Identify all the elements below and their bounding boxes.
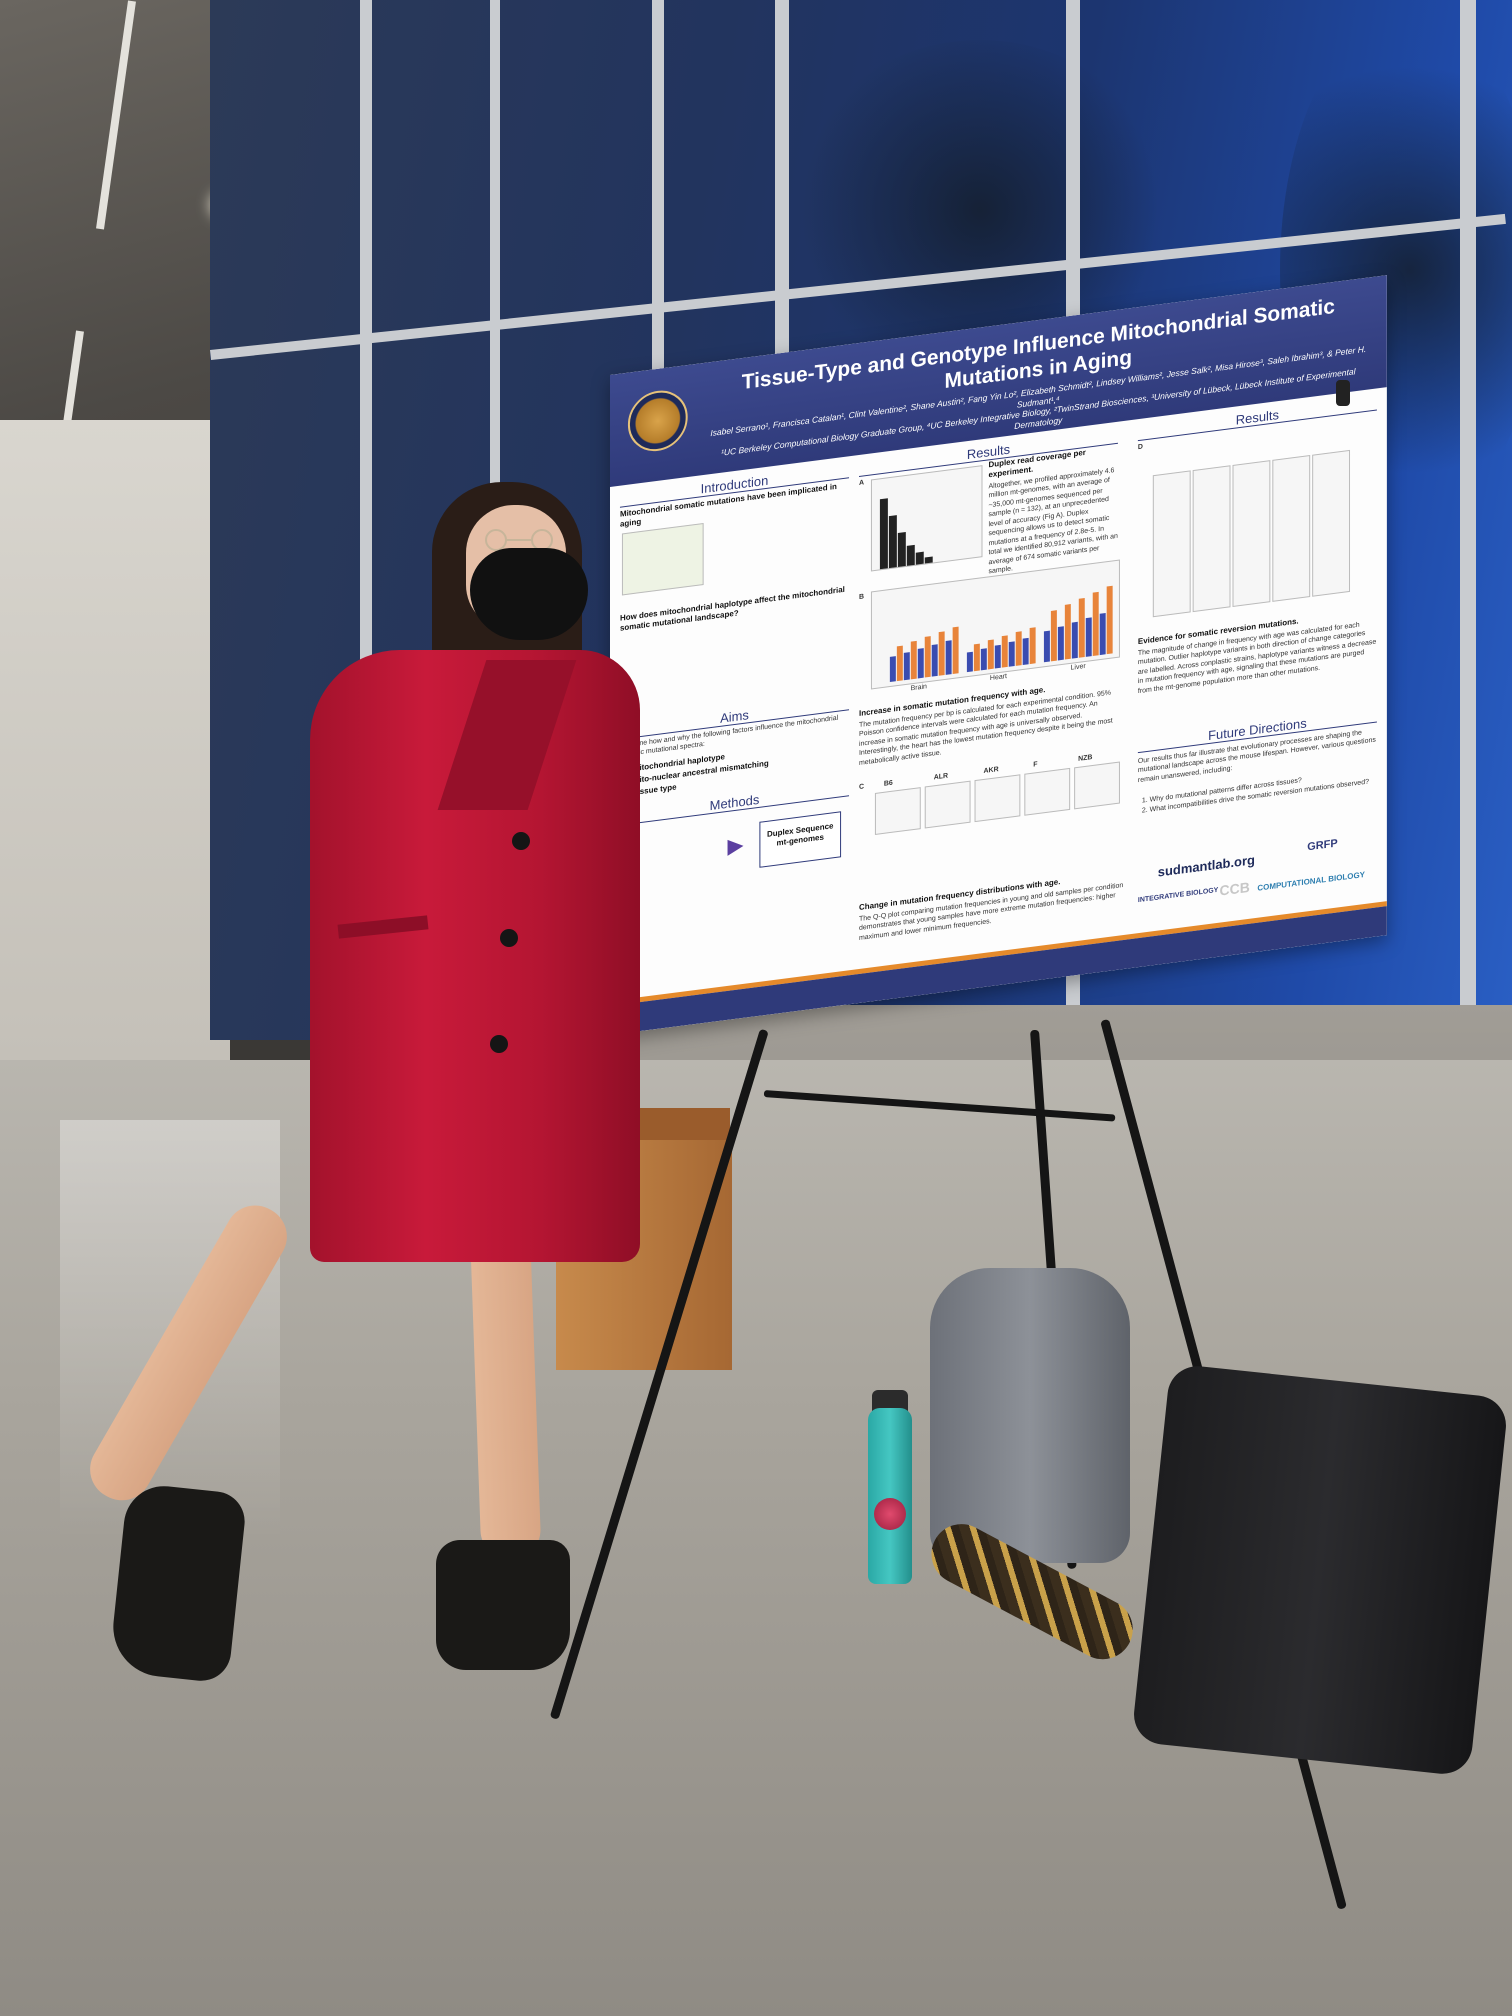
reversion-plot-f — [1272, 455, 1311, 602]
bar-liver-1-0 — [1050, 610, 1057, 662]
bar-brain-1-1 — [910, 640, 917, 680]
histogram-bar — [897, 531, 906, 568]
bar-brain-0-1 — [903, 652, 910, 681]
bar-brain-1-0 — [896, 645, 903, 682]
research-poster: Tissue-Type and Genotype Influence Mitoc… — [610, 275, 1387, 1035]
black-boot-right — [436, 1540, 570, 1670]
histogram-bar — [924, 556, 933, 564]
bar-heart-0-4 — [1022, 637, 1029, 665]
bottle-sticker — [874, 1498, 906, 1530]
methods-box: Duplex Sequence mt-genomes — [759, 811, 842, 868]
histogram-bar — [888, 515, 897, 569]
bar-heart-1-0 — [973, 643, 980, 672]
panel-label-c: C — [859, 783, 865, 791]
qq-plot-nzb — [1074, 761, 1120, 810]
grfp-logo: GRFP — [1307, 837, 1338, 854]
bar-brain-1-3 — [938, 631, 945, 676]
mitochondria-diagram — [621, 522, 704, 596]
bar-heart-1-2 — [1001, 635, 1008, 668]
window-mullion — [1460, 0, 1476, 1030]
bar-heart-1-3 — [1015, 631, 1022, 666]
university-seal-logo — [627, 387, 688, 455]
strain-label-nzb: NZB — [1078, 753, 1093, 763]
bar-heart-1-1 — [987, 639, 994, 670]
bar-liver-0-4 — [1099, 612, 1106, 656]
qq-plot-alr — [924, 780, 971, 829]
panel-label-d: D — [1137, 443, 1143, 452]
reversion-plot-nzb — [1312, 449, 1351, 597]
lab-website-url: sudmantlab.org — [1157, 852, 1255, 880]
methods-box-label: Duplex Sequence mt-genomes — [767, 821, 834, 848]
qq-plot-f — [1024, 767, 1071, 816]
bar-heart-0-0 — [966, 651, 973, 673]
bar-brain-0-4 — [945, 640, 952, 675]
coat-button — [500, 929, 518, 947]
strain-label-b6: B6 — [883, 779, 893, 788]
reversion-plot-akr — [1232, 460, 1271, 607]
reversion-plot-b6 — [1152, 470, 1191, 618]
bar-liver-1-3 — [1092, 591, 1099, 656]
histogram-bar — [906, 544, 915, 566]
computational-biology-logo: COMPUTATIONAL BIOLOGY — [1257, 869, 1365, 893]
bar-liver-1-4 — [1106, 585, 1113, 655]
haplotype-heading: How does mitochondrial haplotype affect … — [619, 584, 845, 634]
teal-water-bottle — [868, 1408, 912, 1584]
ccb-logo: CCB — [1219, 878, 1250, 899]
black-boot-left — [108, 1482, 248, 1684]
mutation-frequency-bar-chart — [870, 559, 1120, 690]
bar-heart-0-2 — [994, 644, 1001, 669]
panel-label-b: B — [859, 593, 865, 601]
strain-label-alr: ALR — [933, 772, 949, 782]
coverage-histogram — [870, 465, 983, 572]
bar-liver-1-2 — [1078, 597, 1085, 658]
bar-brain-1-2 — [924, 636, 931, 678]
histogram-bar — [879, 498, 888, 570]
bar-chart-svg — [889, 585, 1113, 683]
easel-clamp — [1336, 380, 1350, 406]
coat-button — [490, 1035, 508, 1053]
integrative-biology-logo: INTEGRATIVE BIOLOGY — [1137, 886, 1219, 905]
coat-button — [512, 832, 530, 850]
qq-plot-b6 — [874, 787, 921, 835]
methods-arrow-icon — [727, 837, 744, 856]
bar-liver-0-0 — [1043, 630, 1050, 663]
strain-label-akr: AKR — [983, 766, 999, 775]
bar-brain-0-2 — [917, 648, 924, 679]
strain-label-f: F — [1033, 761, 1038, 769]
bar-liver-1-1 — [1064, 604, 1071, 660]
bar-liver-0-3 — [1085, 617, 1092, 657]
bar-liver-0-2 — [1071, 621, 1078, 659]
panel-label-a: A — [859, 479, 865, 487]
black-face-mask — [470, 548, 588, 640]
bar-liver-0-1 — [1057, 626, 1064, 661]
bar-heart-0-3 — [1008, 641, 1015, 667]
bar-brain-0-0 — [889, 656, 896, 683]
person-leg-right — [470, 1228, 542, 1561]
reversion-plot-alr — [1192, 465, 1231, 613]
grey-backpack — [930, 1268, 1130, 1563]
hallway-back-wall — [0, 420, 230, 1120]
qq-plot-akr — [974, 774, 1021, 823]
bar-brain-0-3 — [931, 644, 938, 677]
bar-heart-1-4 — [1029, 627, 1036, 665]
black-backpack — [1131, 1363, 1509, 1777]
results-coverage-body: Altogether, we profiled approximately 4.… — [988, 467, 1118, 576]
bar-brain-1-4 — [952, 626, 959, 674]
histogram-bar — [915, 551, 924, 565]
bar-heart-0-1 — [980, 648, 987, 671]
